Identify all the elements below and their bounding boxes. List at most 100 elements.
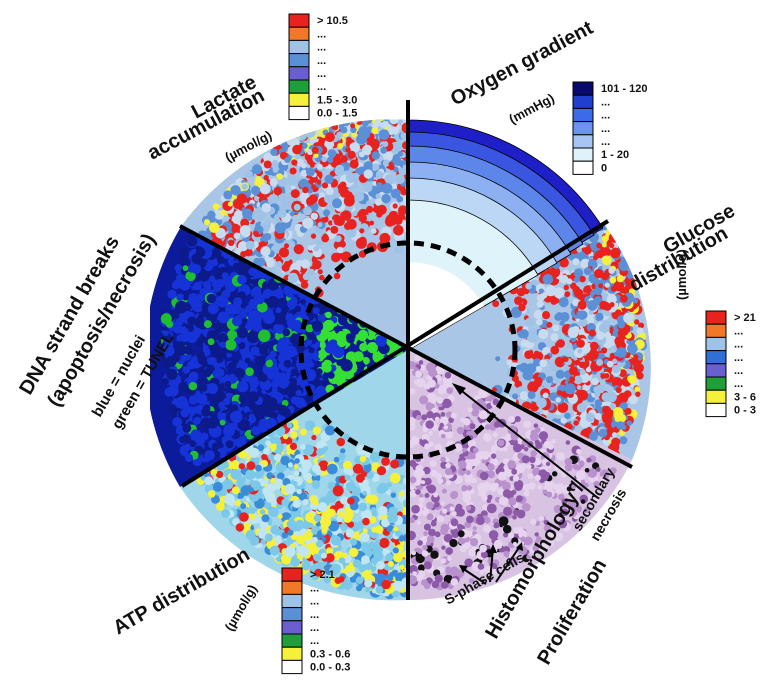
texture-dot xyxy=(521,462,528,468)
texture-dot xyxy=(564,412,571,419)
texture-dot xyxy=(461,485,468,492)
texture-dot xyxy=(558,493,565,501)
texture-dot xyxy=(221,272,229,280)
legend-label: ... xyxy=(601,96,610,108)
texture-dot xyxy=(305,393,313,401)
texture-dot xyxy=(508,532,515,539)
texture-dot xyxy=(537,484,543,490)
texture-dot xyxy=(255,464,262,472)
texture-dot xyxy=(604,331,612,339)
texture-dot xyxy=(227,404,236,413)
texture-dot xyxy=(538,543,549,553)
texture-dot xyxy=(434,531,441,538)
texture-dot xyxy=(349,575,357,583)
legend-swatch xyxy=(281,593,303,609)
texture-dot xyxy=(225,440,234,449)
texture-dot xyxy=(627,375,635,383)
texture-dot xyxy=(293,464,299,470)
texture-dot xyxy=(269,506,278,515)
texture-dot xyxy=(204,476,214,486)
texture-dot xyxy=(281,263,290,272)
texture-dot xyxy=(251,286,262,297)
texture-dot xyxy=(605,421,611,428)
texture-dot xyxy=(210,346,219,355)
texture-dot xyxy=(376,182,383,189)
texture-dot xyxy=(493,421,501,428)
texture-dot xyxy=(248,512,256,520)
texture-dot xyxy=(263,219,272,228)
texture-dot xyxy=(566,278,573,285)
texture-dot xyxy=(418,497,425,503)
texture-dot xyxy=(387,107,396,116)
texture-dot xyxy=(289,211,295,217)
texture-dot xyxy=(293,244,304,255)
texture-dot xyxy=(468,548,476,557)
texture-dot xyxy=(570,509,578,517)
texture-dot xyxy=(520,536,526,542)
texture-dot xyxy=(265,440,271,446)
texture-dot xyxy=(299,132,307,140)
texture-dot xyxy=(419,395,429,405)
texture-dot xyxy=(382,141,389,148)
texture-dot xyxy=(350,126,357,134)
texture-dot xyxy=(375,525,384,534)
texture-dot xyxy=(497,488,505,496)
texture-dot xyxy=(555,369,565,379)
texture-dot xyxy=(414,379,419,385)
texture-dot xyxy=(464,476,473,484)
texture-dot xyxy=(283,359,292,368)
texture-dot xyxy=(270,148,278,156)
texture-dot xyxy=(529,456,536,464)
texture-dot xyxy=(311,146,319,154)
texture-dot xyxy=(435,472,442,480)
texture-dot xyxy=(609,302,615,308)
texture-dot xyxy=(290,189,300,199)
texture-dot xyxy=(381,183,393,194)
texture-dot xyxy=(260,374,268,382)
texture-dot xyxy=(333,272,341,280)
texture-dot xyxy=(538,288,544,294)
atp-unit: (µmol/g) xyxy=(222,582,260,634)
texture-dot xyxy=(442,508,448,514)
texture-dot xyxy=(437,478,444,484)
texture-dot xyxy=(588,310,594,315)
texture-dot xyxy=(576,310,584,318)
texture-dot xyxy=(305,445,314,455)
texture-dot xyxy=(333,217,342,226)
texture-dot xyxy=(224,381,232,388)
legend-label: ... xyxy=(601,136,610,148)
texture-dot xyxy=(603,373,610,379)
texture-dot xyxy=(526,464,532,470)
texture-dot xyxy=(427,379,436,388)
texture-dot xyxy=(319,274,325,281)
texture-dot xyxy=(600,373,606,379)
texture-dot xyxy=(423,531,428,536)
texture-dot xyxy=(385,489,392,496)
texture-dot xyxy=(386,526,393,533)
texture-dot xyxy=(230,375,236,382)
legend-label: ... xyxy=(601,123,610,135)
texture-dot xyxy=(433,492,439,498)
texture-dot xyxy=(534,540,539,545)
texture-dot xyxy=(598,428,608,438)
legend-label: 0 - 3 xyxy=(734,405,756,417)
texture-dot xyxy=(230,185,241,196)
texture-dot xyxy=(289,177,298,186)
legend-label: ... xyxy=(310,609,319,621)
texture-dot xyxy=(621,286,630,295)
texture-dot xyxy=(516,509,526,519)
texture-dot xyxy=(536,397,547,409)
texture-dot xyxy=(336,246,344,254)
texture-dot xyxy=(216,295,229,308)
texture-dot xyxy=(356,133,367,145)
texture-dot xyxy=(451,530,459,539)
texture-dot xyxy=(213,249,222,259)
texture-dot xyxy=(397,151,403,157)
texture-dot xyxy=(258,418,270,430)
texture-dot xyxy=(209,222,220,233)
texture-dot xyxy=(339,181,347,189)
texture-dot xyxy=(326,463,338,475)
texture-dot xyxy=(493,522,500,529)
texture-dot xyxy=(324,425,336,436)
texture-dot xyxy=(330,226,339,234)
